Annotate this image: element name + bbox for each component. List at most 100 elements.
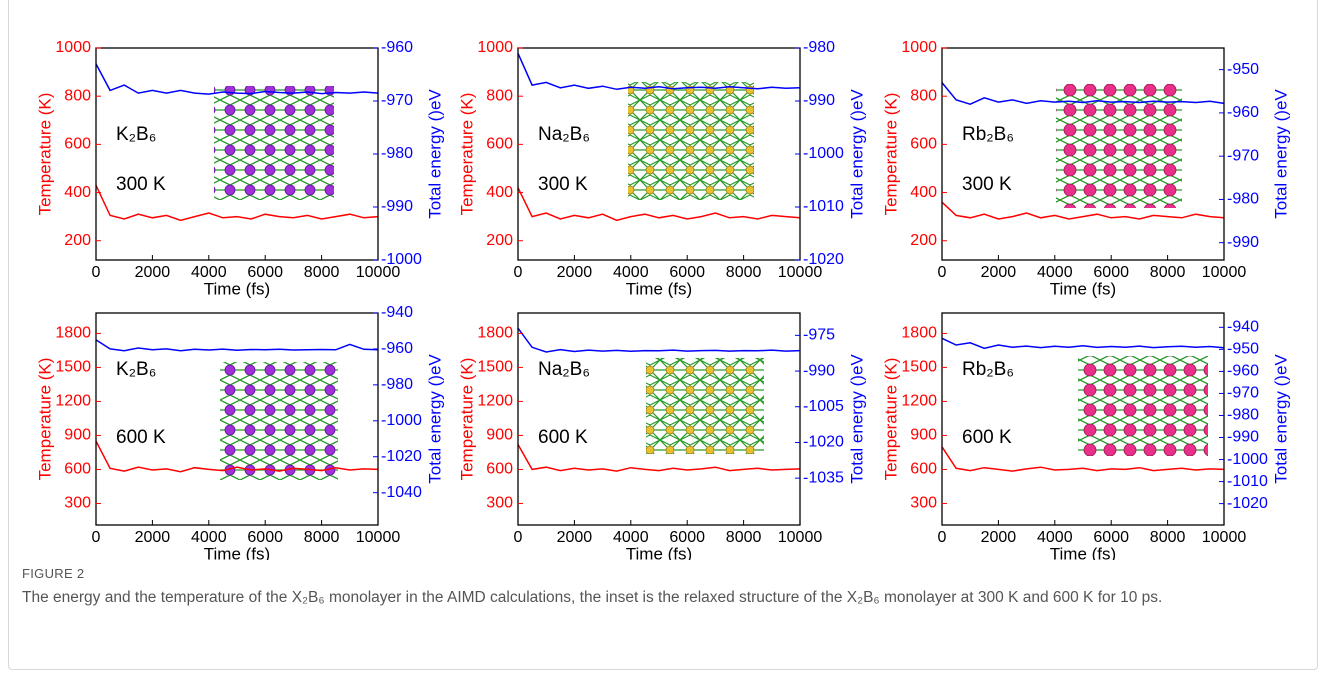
y2-tick-label: -980 — [1227, 407, 1259, 424]
y2-tick-label: -960 — [1227, 363, 1259, 380]
inset-structure — [220, 362, 338, 480]
y-tick-label: 1500 — [901, 359, 937, 376]
x-tick-label: 0 — [92, 264, 101, 281]
y2-tick-label: -1005 — [803, 398, 844, 415]
x-tick-label: 10000 — [356, 529, 401, 546]
x-tick-label: 2000 — [135, 264, 171, 281]
compound-label: K₂B₆ — [116, 124, 156, 145]
compound-label: Rb₂B₆ — [962, 124, 1014, 145]
inset-structure — [628, 82, 754, 200]
data-line — [95, 184, 379, 222]
y-tick-label: 1800 — [477, 325, 513, 342]
x-tick-label: 8000 — [726, 264, 762, 281]
x-tick-label: 0 — [938, 529, 947, 546]
y2-tick-label: -960 — [1227, 104, 1259, 121]
data-line — [95, 440, 379, 473]
panel: 0 2000 4000 6000 8000 10000 200 400 600 800 1000 -1… — [457, 39, 866, 298]
y2-tick-label: -980 — [803, 39, 835, 56]
x-axis-label: Time (fs) — [626, 279, 692, 298]
y-tick-label: 1000 — [901, 39, 937, 56]
data-line — [941, 446, 1225, 472]
data-line — [95, 339, 379, 352]
x-tick-label: 4000 — [613, 529, 649, 546]
caption: FIGURE 2 The energy and the temperature … — [22, 566, 1312, 609]
panel: 0 2000 4000 6000 8000 10000 200 400 600 800 1000 -9… — [881, 39, 1290, 298]
x-tick-label: 6000 — [1093, 264, 1129, 281]
x-tick-label: 10000 — [778, 529, 823, 546]
plot-frame — [95, 312, 379, 526]
y2-tick-label: -1000 — [381, 251, 422, 268]
y-tick-label: 600 — [486, 136, 513, 153]
y2-axis-label: Total energy ()eV — [847, 354, 866, 484]
temperature-label: 600 K — [538, 427, 588, 448]
y2-tick-label: -1000 — [381, 412, 422, 429]
y2-tick-label: -1000 — [803, 145, 844, 162]
y-tick-label: 1800 — [55, 325, 91, 342]
y-tick-label: 900 — [486, 427, 513, 444]
y-tick-label: 900 — [910, 427, 937, 444]
x-tick-label: 6000 — [1093, 529, 1129, 546]
y2-axis-label: Total energy ()eV — [1271, 89, 1290, 219]
temperature-label: 600 K — [116, 427, 166, 448]
x-tick-label: 10000 — [778, 264, 823, 281]
y2-tick-label: -990 — [803, 92, 835, 109]
y-axis-label: Temperature (K) — [35, 358, 54, 481]
x-tick-label: 2000 — [981, 264, 1017, 281]
x-tick-label: 2000 — [135, 529, 171, 546]
y2-tick-label: -1000 — [1227, 451, 1268, 468]
x-tick-label: 8000 — [1150, 529, 1186, 546]
data-line — [941, 82, 1225, 105]
y2-tick-label: -990 — [1227, 234, 1259, 251]
compound-label: Rb₂B₆ — [962, 359, 1014, 380]
x-tick-label: 6000 — [247, 529, 283, 546]
y-axis-label: Temperature (K) — [457, 93, 476, 216]
plot-frame — [941, 312, 1225, 526]
y-tick-label: 200 — [910, 232, 937, 249]
y2-axis-label: Total energy ()eV — [425, 354, 444, 484]
compound-label: Na₂B₆ — [538, 124, 590, 145]
x-tick-label: 6000 — [669, 264, 705, 281]
plot-frame — [517, 312, 801, 526]
x-tick-label: 0 — [514, 264, 523, 281]
y-tick-label: 1200 — [55, 393, 91, 410]
compound-label: K₂B₆ — [116, 359, 156, 380]
data-line — [517, 52, 801, 91]
panel: 0 2000 4000 6000 8000 10000 300 600 900 1200 1500 1… — [35, 304, 444, 560]
y2-axis-label: Total energy ()eV — [425, 89, 444, 219]
y2-tick-label: -990 — [381, 198, 413, 215]
y2-tick-label: -1010 — [803, 198, 844, 215]
y-tick-label: 1800 — [901, 325, 937, 342]
y2-tick-label: -970 — [381, 92, 413, 109]
y2-tick-label: -1040 — [381, 484, 422, 501]
figure-frame — [8, 0, 1318, 670]
y-tick-label: 1000 — [55, 39, 91, 56]
y2-tick-label: -1010 — [1227, 473, 1268, 490]
inset-structure — [646, 358, 764, 454]
x-axis-label: Time (fs) — [1050, 279, 1116, 298]
panel: 0 2000 4000 6000 8000 10000 200 400 600 800 1000 -1… — [35, 39, 444, 298]
y2-axis-label: Total energy ()eV — [847, 89, 866, 219]
y-axis-label: Temperature (K) — [881, 358, 900, 481]
data-line — [941, 337, 1225, 350]
y2-tick-label: -950 — [1227, 61, 1259, 78]
x-tick-label: 6000 — [247, 264, 283, 281]
x-tick-label: 10000 — [1202, 529, 1247, 546]
y2-tick-label: -1020 — [803, 251, 844, 268]
x-tick-label: 10000 — [1202, 264, 1247, 281]
x-tick-label: 8000 — [304, 529, 340, 546]
x-tick-label: 4000 — [191, 264, 227, 281]
x-tick-label: 2000 — [557, 529, 593, 546]
y-tick-label: 600 — [910, 461, 937, 478]
plot-frame — [941, 47, 1225, 261]
y-tick-label: 1500 — [477, 359, 513, 376]
y2-tick-label: -975 — [803, 327, 835, 344]
y-tick-label: 300 — [486, 495, 513, 512]
caption-text: The energy and the temperature of the X₂… — [22, 589, 1163, 606]
temperature-label: 300 K — [538, 174, 588, 195]
inset-structure — [1056, 84, 1182, 208]
y2-tick-label: -960 — [381, 39, 413, 56]
y2-tick-label: -990 — [803, 362, 835, 379]
y2-tick-label: -950 — [1227, 341, 1259, 358]
x-tick-label: 0 — [514, 529, 523, 546]
y-tick-label: 1200 — [477, 393, 513, 410]
